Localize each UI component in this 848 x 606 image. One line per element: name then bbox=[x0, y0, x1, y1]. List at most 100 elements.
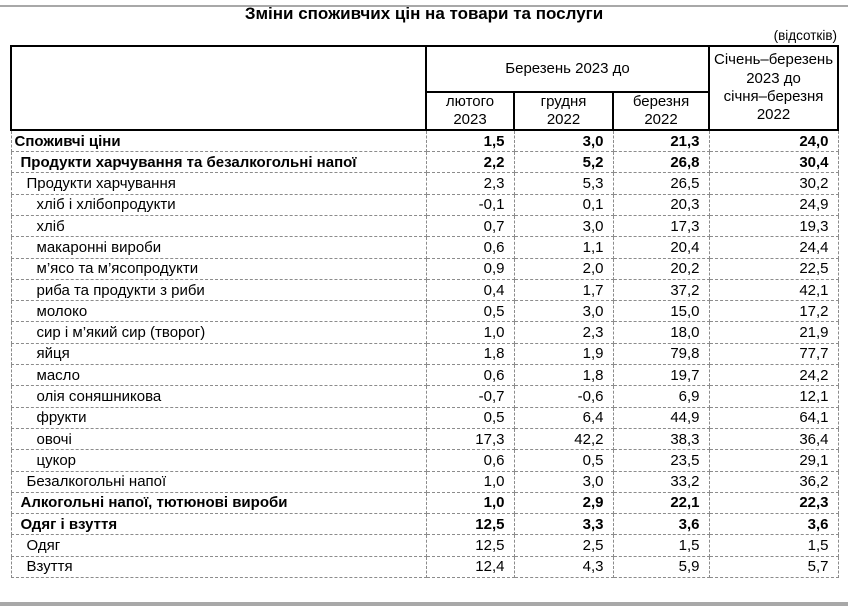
header-sub-february-2023: лютого 2023 bbox=[425, 90, 515, 132]
value-cell: 33,2 bbox=[612, 470, 710, 493]
table-row: Безалкогольні напої 1,0 3,0 33,2 36,2 bbox=[10, 470, 839, 493]
value-cell: 21,3 bbox=[612, 129, 710, 153]
row-label: масло bbox=[10, 364, 427, 387]
row-label: хліб і хлібопродукти bbox=[10, 193, 427, 216]
value-cell: 26,8 bbox=[612, 151, 710, 174]
value-cell: 5,3 bbox=[513, 172, 614, 195]
table-row: м’ясо та м’ясопродукти 0,9 2,0 20,2 22,5 bbox=[10, 257, 839, 280]
row-label: яйця bbox=[10, 342, 427, 366]
value-cell: 1,5 bbox=[425, 129, 515, 153]
value-cell: 0,1 bbox=[513, 193, 614, 216]
row-label: сир і м’який сир (творог) bbox=[10, 321, 427, 344]
row-label: Споживчі ціни bbox=[10, 129, 427, 153]
top-window-edge bbox=[0, 5, 848, 7]
value-cell: 12,5 bbox=[425, 534, 515, 557]
table-row: яйця 1,8 1,9 79,8 77,7 bbox=[10, 342, 839, 366]
value-cell: 22,3 bbox=[708, 491, 839, 515]
row-label: м’ясо та м’ясопродукти bbox=[10, 257, 427, 280]
value-cell: 20,3 bbox=[612, 193, 710, 216]
row-label: Продукти харчування bbox=[10, 172, 427, 195]
value-cell: 6,4 bbox=[513, 406, 614, 429]
value-cell: 1,1 bbox=[513, 236, 614, 259]
table-row: молоко 0,5 3,0 15,0 17,2 bbox=[10, 300, 839, 323]
table-row: Одяг і взуття 12,5 3,3 3,6 3,6 bbox=[10, 513, 839, 536]
value-cell: 30,2 bbox=[708, 172, 839, 195]
value-cell: 42,2 bbox=[513, 427, 614, 451]
table-row: Продукти харчування та безалкогольні нап… bbox=[10, 151, 839, 174]
row-label: олія соняшникова bbox=[10, 385, 427, 408]
value-cell: 1,7 bbox=[513, 278, 614, 302]
table-row: хліб 0,7 3,0 17,3 19,3 bbox=[10, 214, 839, 238]
header-sub-december-2022: грудня 2022 bbox=[513, 90, 614, 132]
value-cell: -0,1 bbox=[425, 193, 515, 216]
row-label: макаронні вироби bbox=[10, 236, 427, 259]
value-cell: 26,5 bbox=[612, 172, 710, 195]
value-cell: 3,0 bbox=[513, 129, 614, 153]
value-cell: 21,9 bbox=[708, 321, 839, 344]
value-cell: 2,0 bbox=[513, 257, 614, 280]
value-cell: 5,9 bbox=[612, 555, 710, 579]
header-group-march-2023: Березень 2023 до bbox=[424, 44, 711, 93]
value-cell: 12,5 bbox=[425, 513, 515, 536]
value-cell: 24,4 bbox=[708, 236, 839, 259]
value-cell: 2,2 bbox=[425, 151, 515, 174]
value-cell: 1,5 bbox=[612, 534, 710, 557]
value-cell: 0,6 bbox=[425, 449, 515, 472]
value-cell: 1,0 bbox=[425, 321, 515, 344]
page-title: Зміни споживчих цін на товари та послуги bbox=[244, 4, 604, 23]
value-cell: 5,2 bbox=[513, 151, 614, 174]
value-cell: 77,7 bbox=[708, 342, 839, 366]
value-cell: 19,7 bbox=[612, 364, 710, 387]
value-cell: 24,9 bbox=[708, 193, 839, 216]
table-row: Взуття 12,4 4,3 5,9 5,7 bbox=[10, 555, 839, 579]
value-cell: 24,2 bbox=[708, 364, 839, 387]
row-label: риба та продукти з риби bbox=[10, 278, 427, 302]
value-cell: 0,4 bbox=[425, 278, 515, 302]
value-cell: 17,3 bbox=[612, 214, 710, 238]
value-cell: 24,0 bbox=[708, 129, 839, 153]
value-cell: 2,9 bbox=[513, 491, 614, 515]
value-cell: 37,2 bbox=[612, 278, 710, 302]
bottom-window-edge bbox=[0, 602, 848, 606]
table-row: фрукти 0,5 6,4 44,9 64,1 bbox=[10, 406, 839, 429]
value-cell: 19,3 bbox=[708, 214, 839, 238]
table-row: Споживчі ціни 1,5 3,0 21,3 24,0 bbox=[10, 129, 839, 153]
value-cell: 17,3 bbox=[425, 427, 515, 451]
row-label: овочі bbox=[10, 427, 427, 451]
value-cell: 1,8 bbox=[513, 364, 614, 387]
value-cell: 3,3 bbox=[513, 513, 614, 536]
value-cell: -0,6 bbox=[513, 385, 614, 408]
value-cell: 6,9 bbox=[612, 385, 710, 408]
table-row: Продукти харчування 2,3 5,3 26,5 30,2 bbox=[10, 172, 839, 195]
value-cell: 36,4 bbox=[708, 427, 839, 451]
table-row: цукор 0,6 0,5 23,5 29,1 bbox=[10, 449, 839, 472]
value-cell: 12,1 bbox=[708, 385, 839, 408]
value-cell: 15,0 bbox=[612, 300, 710, 323]
value-cell: 3,0 bbox=[513, 214, 614, 238]
table-row: сир і м’який сир (творог) 1,0 2,3 18,0 21,9 bbox=[10, 321, 839, 344]
table-row: макаронні вироби 0,6 1,1 20,4 24,4 bbox=[10, 236, 839, 259]
row-label: цукор bbox=[10, 449, 427, 472]
value-cell: 0,5 bbox=[425, 300, 515, 323]
value-cell: 5,7 bbox=[708, 555, 839, 579]
value-cell: 23,5 bbox=[612, 449, 710, 472]
value-cell: 4,3 bbox=[513, 555, 614, 579]
table-row: риба та продукти з риби 0,4 1,7 37,2 42,1 bbox=[10, 278, 839, 302]
value-cell: 1,5 bbox=[708, 534, 839, 557]
table-body: Споживчі ціни 1,5 3,0 21,3 24,0 Продукти харч… bbox=[10, 129, 839, 579]
value-cell: 1,0 bbox=[425, 491, 515, 515]
value-cell: 44,9 bbox=[612, 406, 710, 429]
row-label: Алкогольні напої, тютюнові вироби bbox=[10, 491, 427, 515]
row-label: Продукти харчування та безалкогольні нап… bbox=[10, 151, 427, 174]
value-cell: 12,4 bbox=[425, 555, 515, 579]
value-cell: 0,6 bbox=[425, 236, 515, 259]
row-label: фрукти bbox=[10, 406, 427, 429]
header-period-jan-march: Січень–березень 2023 до січня–березня 20… bbox=[708, 44, 840, 132]
value-cell: 1,9 bbox=[513, 342, 614, 366]
value-cell: 1,0 bbox=[425, 470, 515, 493]
value-cell: 22,5 bbox=[708, 257, 839, 280]
value-cell: 36,2 bbox=[708, 470, 839, 493]
value-cell: 2,3 bbox=[513, 321, 614, 344]
header-empty-cell bbox=[10, 44, 427, 132]
value-cell: 22,1 bbox=[612, 491, 710, 515]
